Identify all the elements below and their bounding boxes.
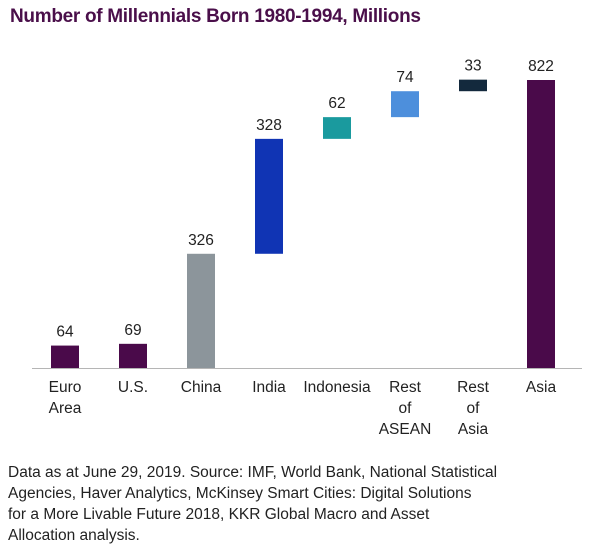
data-label: 74 — [396, 69, 414, 86]
bar-rest-of-asean — [391, 91, 419, 118]
bar-china — [187, 253, 215, 368]
source-note: Data as at June 29, 2019. Source: IMF, W… — [8, 462, 588, 546]
bar-india — [255, 138, 283, 254]
data-label: 62 — [328, 95, 345, 112]
x-tick-labels-group: Euro Area U.S. China India Indonesia Rest of ASE… — [49, 379, 557, 438]
bar-us — [119, 343, 147, 368]
data-label: 33 — [464, 58, 481, 75]
bar-rest-of-asia — [459, 79, 487, 92]
x-tick-label: U.S. — [118, 379, 148, 396]
x-tick-label: Asia — [526, 379, 557, 396]
data-label: 328 — [256, 117, 282, 134]
bar-indonesia — [323, 117, 351, 139]
x-tick-label: China — [181, 379, 222, 396]
data-label: 64 — [56, 324, 74, 341]
data-labels-group: 64 69 326 328 62 74 33 822 — [56, 58, 554, 341]
data-label: 822 — [528, 58, 554, 75]
x-tick-label: Euro Area — [49, 379, 82, 417]
x-tick-label: Rest of Asia — [457, 379, 490, 438]
data-label: 326 — [188, 232, 214, 249]
x-tick-label: Rest of ASEAN — [379, 379, 432, 438]
x-tick-label: India — [252, 379, 286, 396]
data-label: 69 — [124, 322, 141, 339]
chart-title: Number of Millennials Born 1980-1994, Mi… — [10, 6, 421, 27]
source-line: for a More Livable Future 2018, KKR Glob… — [8, 506, 430, 523]
source-line: Agencies, Haver Analytics, McKinsey Smar… — [8, 485, 472, 502]
waterfall-chart: 64 69 326 328 62 74 33 822 Euro Area U.S. China Ind… — [32, 58, 582, 438]
x-tick-label: Indonesia — [303, 379, 371, 396]
source-line: Allocation analysis. — [8, 527, 140, 544]
bar-asia — [527, 80, 555, 368]
bars-group — [51, 79, 555, 368]
source-line: Data as at June 29, 2019. Source: IMF, W… — [8, 464, 498, 481]
bar-euro-area — [51, 345, 79, 368]
